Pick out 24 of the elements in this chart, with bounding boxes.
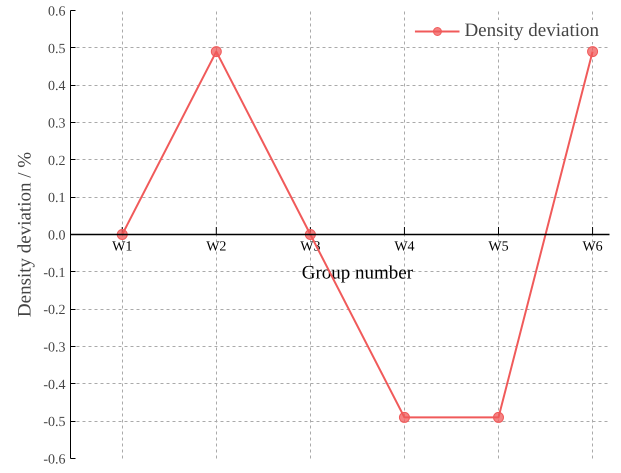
point [493, 412, 504, 423]
y-tick-label: -0.2 [43, 303, 66, 318]
y-tick-label: 0.4 [48, 79, 66, 94]
x-tick-label: W4 [394, 240, 415, 254]
x-tick-label: W5 [488, 240, 509, 254]
x-tick-label: W1 [112, 240, 132, 254]
y-tick-label: -0.5 [43, 415, 66, 430]
y-tick-label: 0.2 [48, 154, 66, 169]
y-tick-label: -0.1 [43, 266, 66, 281]
y-axis-title: Density deviation / % [14, 152, 36, 318]
x-tick-label: W2 [206, 240, 226, 254]
y-tick-label: -0.4 [43, 378, 66, 393]
y-tick-label: 0.6 [48, 4, 66, 20]
y-tick-label: 0.5 [48, 42, 66, 57]
point [587, 46, 598, 58]
legend-label: Density deviation [464, 20, 599, 42]
y-tick-label: 0.0 [48, 228, 66, 244]
y-tick-label: 0.1 [48, 191, 66, 206]
point [210, 46, 222, 58]
point [398, 412, 410, 423]
y-tick-label: -0.3 [43, 340, 66, 356]
y-tick-label: 0.3 [48, 116, 66, 132]
x-tick-label: W6 [582, 240, 603, 254]
y-tick-label: -0.6 [43, 452, 66, 468]
